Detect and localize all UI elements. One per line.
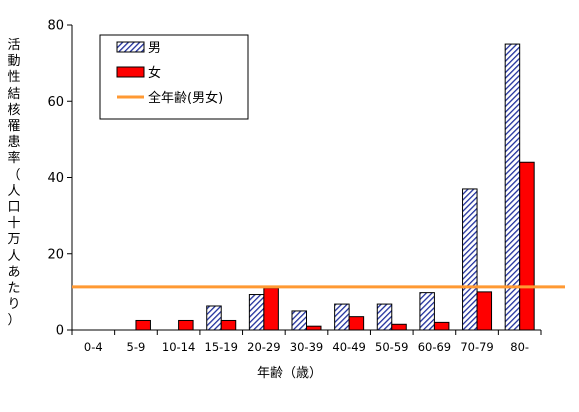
y-axis-label-char: 人 [7,183,21,199]
x-tick-label: 20-29 [247,340,280,354]
axes: 0 20 40 60 80 0-4 5-9 10-14 15-19 20-29 30-39 40-49… [47,19,542,354]
x-tick-label: 0-4 [84,340,103,354]
x-tick-label: 80- [510,340,529,354]
y-axis-label-char: 活 [7,38,21,53]
legend-item-all-ages: 全年齢(男女) [148,90,223,106]
bar-female [178,319,194,331]
bar-female [220,319,237,331]
y-tick-label: 40 [47,171,64,186]
bar-female [263,287,279,331]
y-tick-label: 80 [47,19,64,34]
y-axis-label-char: た [7,281,21,297]
x-tick-label: 70-79 [460,340,493,354]
legend-swatch-male [116,41,145,53]
y-axis-label-char: 率 [7,151,21,167]
y-axis-label-char: 口 [7,200,21,216]
bar-male [291,310,307,331]
x-axis-label: 年齢（歳） [256,366,322,381]
x-tick-label: 10-14 [162,340,195,354]
y-axis-label-char: 結 [7,86,21,102]
legend-swatch-female [116,66,145,78]
bar-female [519,161,535,331]
x-tick-label: 60-69 [418,340,451,354]
y-axis-label-char: （ [7,167,21,183]
x-tick-label: 5-9 [127,340,146,354]
y-axis-label-char: 十 [7,216,21,232]
legend-item-male: 男 [148,41,161,56]
bar-male [376,303,393,331]
x-tick-label: 40-49 [332,340,365,354]
y-axis-label-char: 核 [7,102,21,118]
y-tick-label: 20 [47,247,64,262]
bar-male [248,294,265,331]
bar-male [334,303,350,331]
x-tick-label: 15-19 [205,340,238,354]
y-axis-label-char: 性 [7,70,21,86]
x-tick-label: 30-39 [290,340,323,354]
y-axis-label-char: ） [7,313,21,329]
bar-female [135,319,151,331]
bar-female [306,325,322,331]
y-tick-label: 0 [56,324,64,339]
legend-item-female: 女 [148,65,161,81]
bar-male [206,305,222,331]
bar-female [391,323,407,331]
y-axis-label-char: り [7,297,21,313]
y-axis-label-char: 万 [7,232,21,248]
bar-female [348,316,365,331]
y-axis-label: 活動性結核罹患率（人口十万人あたり） [6,38,22,330]
bar-male [462,188,478,331]
y-axis-label-char: 動 [7,54,21,70]
bar-female [476,291,493,331]
bar-male [419,292,435,331]
y-axis-label-char: 人 [7,248,21,264]
y-axis-label-char: あ [7,264,21,280]
y-axis-label-char: 罹 [7,119,21,135]
bar-female [433,321,450,331]
y-tick-label: 60 [47,95,64,110]
x-tick-label: 50-59 [375,340,408,354]
y-axis-label-char: 患 [7,135,21,151]
